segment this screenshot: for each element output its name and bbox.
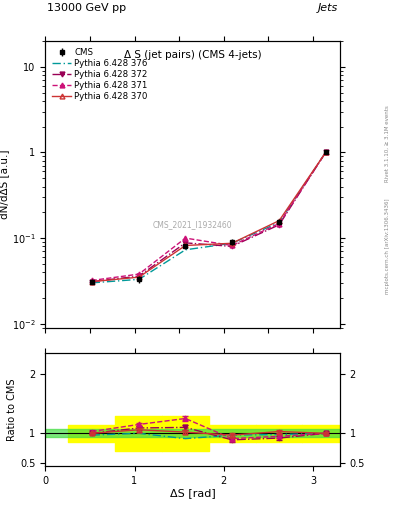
Pythia 6.428 371: [277, 221, 281, 227]
Pythia 6.428 370: [89, 279, 94, 285]
Pythia 6.428 372: [137, 273, 141, 279]
Line: Pythia 6.428 372: Pythia 6.428 372: [89, 150, 328, 284]
Pythia 6.428 372: [277, 222, 281, 228]
Pythia 6.428 370: [183, 242, 188, 248]
Pythia 6.428 371: [183, 235, 188, 241]
Pythia 6.428 372: [323, 150, 328, 156]
Line: Pythia 6.428 371: Pythia 6.428 371: [89, 150, 328, 283]
Pythia 6.428 376: [183, 247, 188, 253]
Pythia 6.428 376: [89, 280, 94, 286]
Pythia 6.428 376: [323, 150, 328, 156]
X-axis label: ΔS [rad]: ΔS [rad]: [170, 488, 215, 498]
Pythia 6.428 376: [277, 220, 281, 226]
Pythia 6.428 376: [137, 276, 141, 283]
Text: CMS_2021_I1932460: CMS_2021_I1932460: [153, 220, 232, 229]
Pythia 6.428 370: [277, 218, 281, 224]
Text: Rivet 3.1.10, ≥ 3.1M events: Rivet 3.1.10, ≥ 3.1M events: [385, 105, 389, 182]
Line: Pythia 6.428 376: Pythia 6.428 376: [92, 153, 326, 283]
Pythia 6.428 372: [183, 240, 188, 246]
Pythia 6.428 371: [137, 271, 141, 277]
Text: 13000 GeV pp: 13000 GeV pp: [47, 3, 126, 13]
Y-axis label: dN/dΔS [a.u.]: dN/dΔS [a.u.]: [0, 150, 9, 219]
Text: mcplots.cern.ch [arXiv:1306.3436]: mcplots.cern.ch [arXiv:1306.3436]: [385, 198, 389, 293]
Pythia 6.428 370: [230, 240, 234, 246]
Pythia 6.428 372: [89, 279, 94, 285]
Y-axis label: Ratio to CMS: Ratio to CMS: [7, 378, 17, 441]
Line: Pythia 6.428 370: Pythia 6.428 370: [89, 150, 328, 284]
Pythia 6.428 376: [230, 240, 234, 246]
Pythia 6.428 371: [230, 242, 234, 248]
Pythia 6.428 372: [230, 243, 234, 249]
Legend: CMS, Pythia 6.428 376, Pythia 6.428 372, Pythia 6.428 371, Pythia 6.428 370: CMS, Pythia 6.428 376, Pythia 6.428 372,…: [50, 45, 151, 104]
Text: Jets: Jets: [318, 3, 338, 13]
Pythia 6.428 370: [323, 150, 328, 156]
Text: Δ S (jet pairs) (CMS 4-jets): Δ S (jet pairs) (CMS 4-jets): [124, 50, 261, 59]
Pythia 6.428 371: [323, 150, 328, 156]
Pythia 6.428 371: [89, 278, 94, 284]
Pythia 6.428 370: [137, 274, 141, 280]
